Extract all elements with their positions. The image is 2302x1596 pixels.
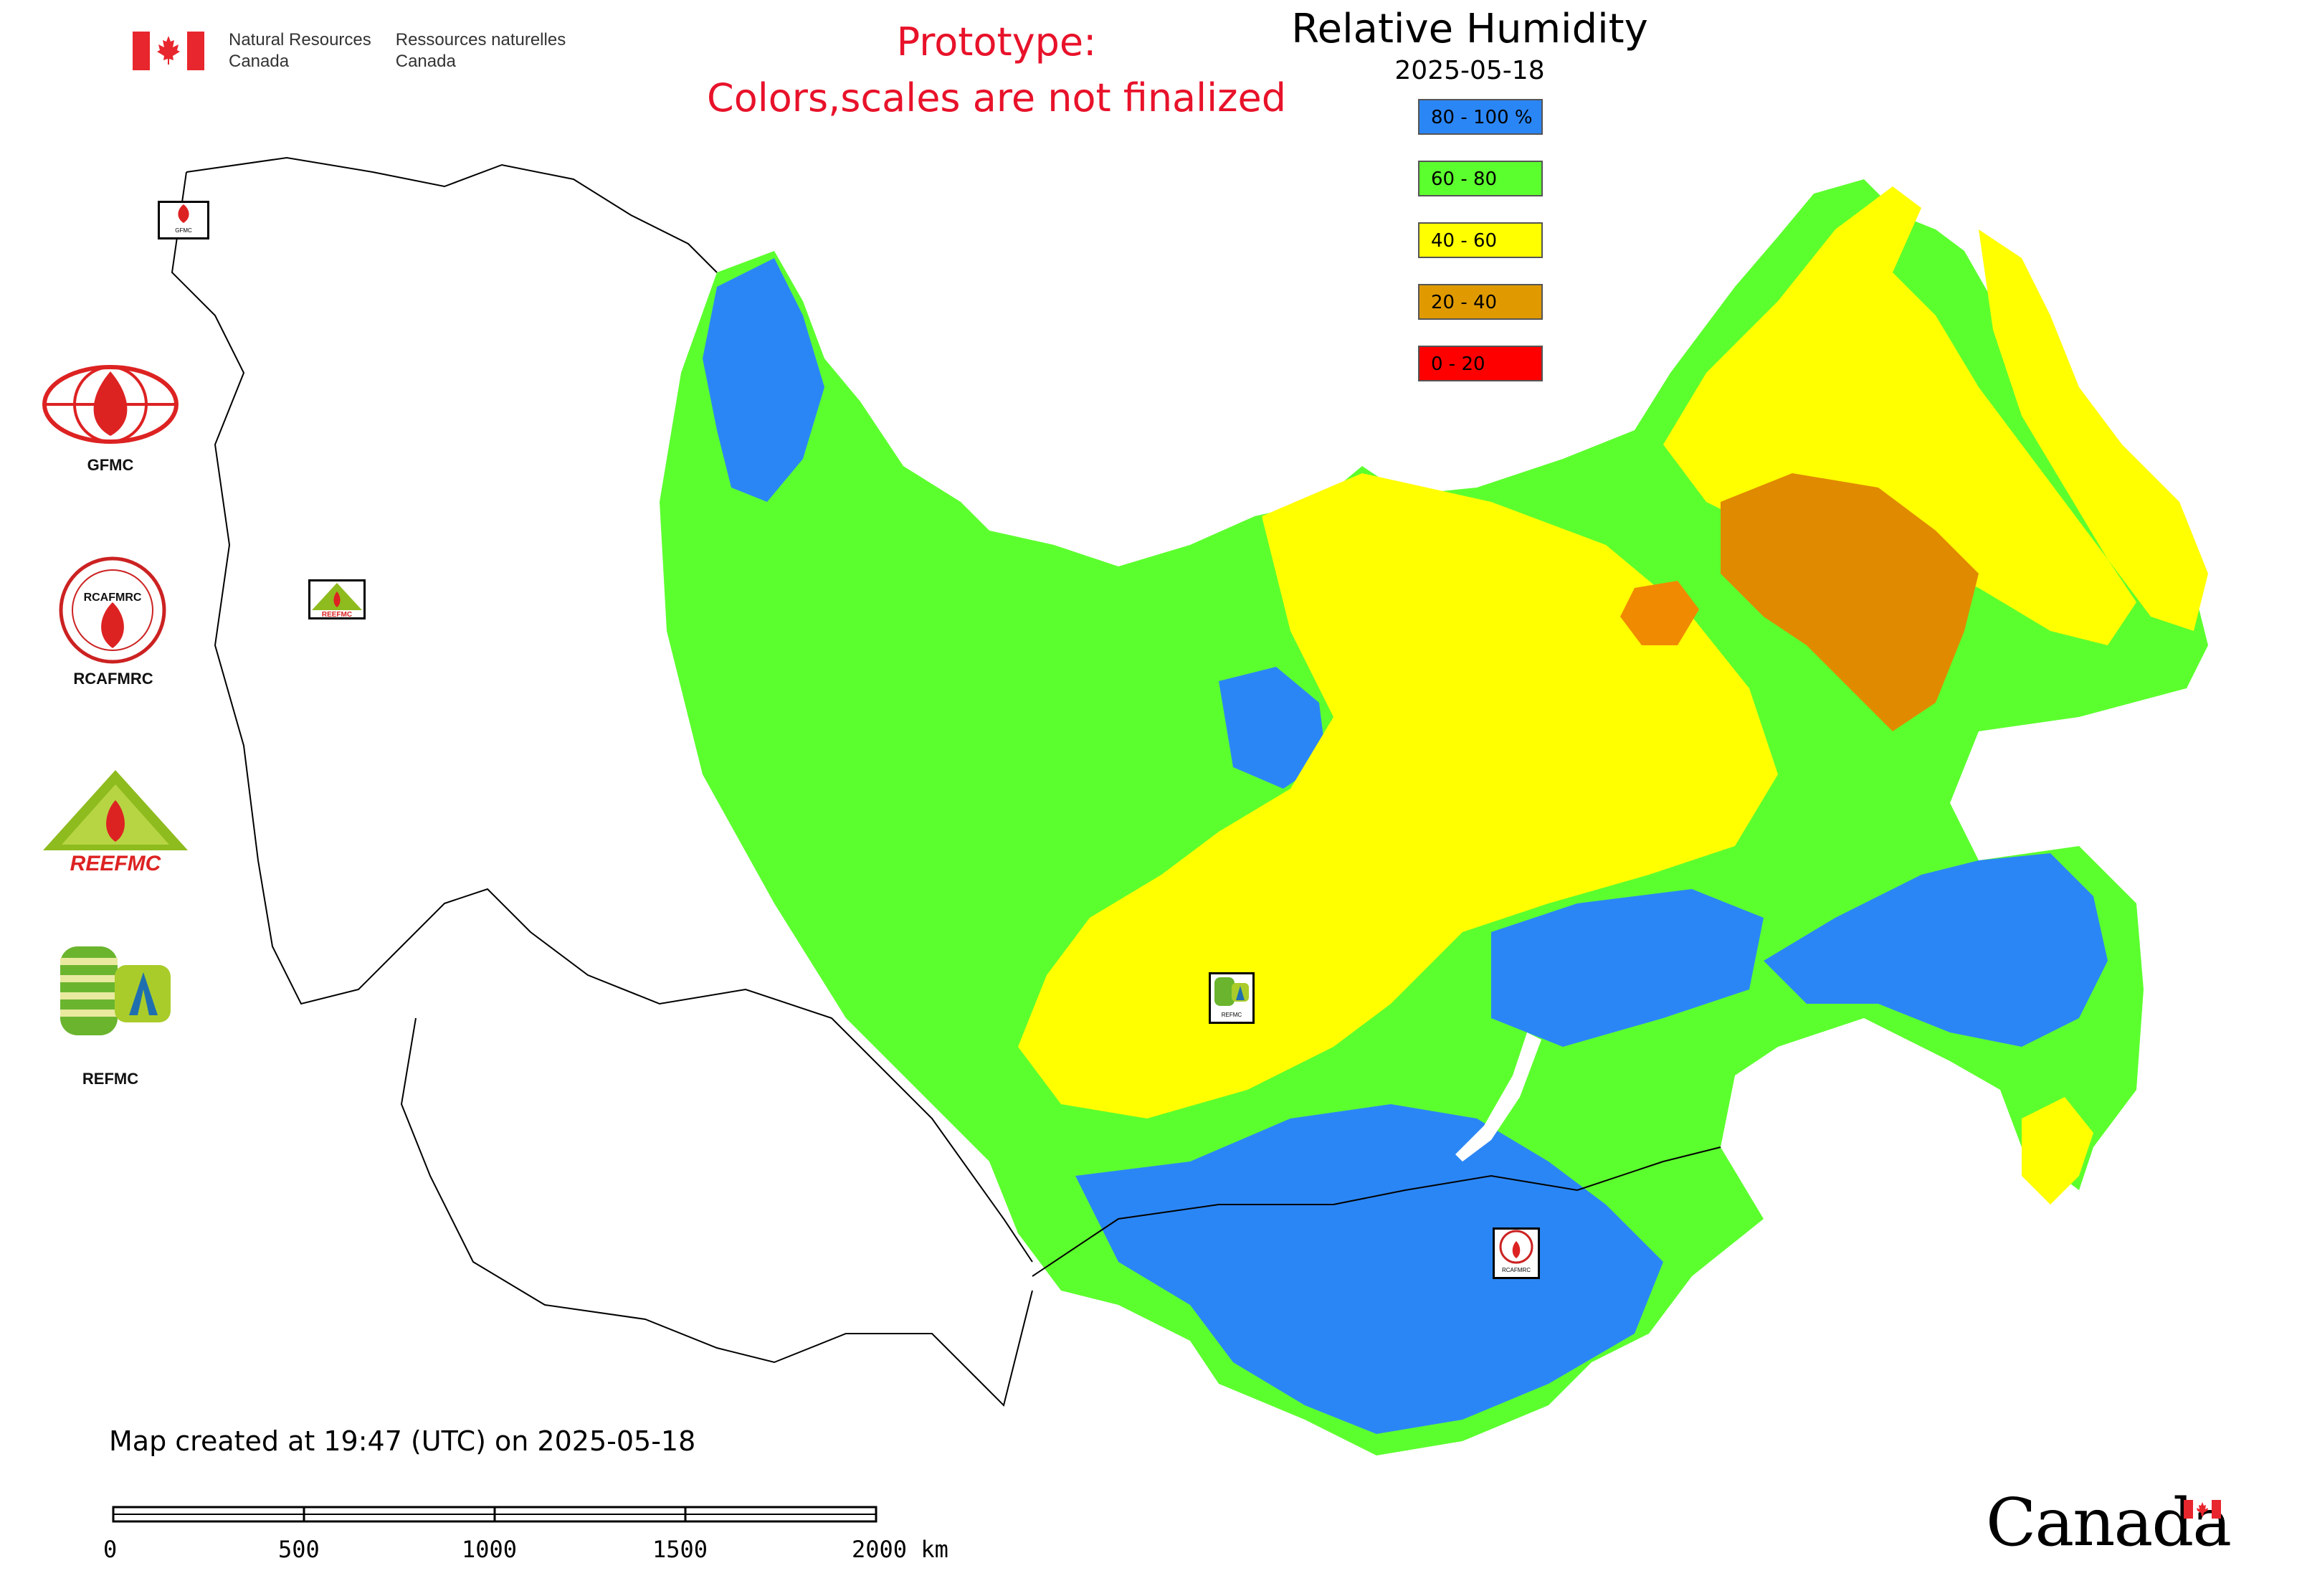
marker-reefmc[interactable]: REEFMC <box>308 579 366 619</box>
legend-item-60-80: 60 - 80 <box>1418 161 1543 196</box>
nrcan-signature: Natural Resources Canada Ressources natu… <box>133 26 566 76</box>
canada-wordmark: Canada <box>1986 1484 2232 1561</box>
marker-reefmc-icon: REEFMC <box>312 583 362 619</box>
scale-label-1500: 1500 <box>652 1536 708 1563</box>
sigma-leaf-icon <box>60 946 171 1035</box>
flame-triangle-icon: REEFMC <box>43 770 188 875</box>
legend-item-80-100: 80 - 100 % <box>1418 99 1543 135</box>
reefmc-logo: REEFMC <box>40 767 191 875</box>
prototype-line2: Colors,scales are not finalized <box>707 75 1286 120</box>
region-yellow-kamchatka <box>1979 229 2208 631</box>
map-title: Relative Humidity <box>1291 6 1648 52</box>
legend-item-0-20: 0 - 20 <box>1418 346 1543 381</box>
marker-refmc-label: REFMC <box>1221 1012 1242 1018</box>
region-yellow-center <box>1018 473 1778 1118</box>
region-blue-central <box>1219 667 1326 789</box>
flame-globe-icon <box>42 365 179 444</box>
marker-gfmc[interactable]: GFMC <box>158 201 209 239</box>
rcafmrc-logo: RCAFMRC <box>59 556 166 664</box>
lake-baikal <box>1455 1032 1541 1162</box>
legend-item-40-60: 40 - 60 <box>1418 222 1543 258</box>
agency-name-fr-line1: Ressources naturelles <box>395 30 566 49</box>
marker-reefmc-label: REEFMC <box>322 611 352 617</box>
marker-gfmc-icon <box>178 204 189 223</box>
agency-name-en-line2: Canada <box>229 52 290 71</box>
region-orange-spot <box>1620 581 1699 645</box>
agency-name-en-line1: Natural Resources <box>229 30 371 49</box>
map-created-text: Map created at 19:47 (UTC) on 2025-05-18 <box>109 1425 696 1457</box>
legend-item-20-40: 20 - 40 <box>1418 284 1543 320</box>
prototype-notice: Prototype: Colors,scales are not finaliz… <box>602 14 1391 126</box>
refmc-label: REFMC <box>82 1070 139 1088</box>
prototype-line1: Prototype: <box>896 19 1097 65</box>
scale-label-2000: 2000 km <box>852 1536 948 1563</box>
refmc-logo <box>60 946 172 1035</box>
region-blue-east <box>1764 853 2108 1047</box>
agency-name-fr-line2: Canada <box>395 52 456 71</box>
scale-label-1000: 1000 <box>462 1536 518 1563</box>
marker-rcafmrc[interactable]: RCAFMRC <box>1493 1227 1540 1279</box>
flame-seal-icon: RCAFMRC <box>59 556 166 664</box>
marker-refmc[interactable]: REFMC <box>1209 972 1255 1024</box>
country-boundaries <box>171 156 1033 1407</box>
canada-flag-icon <box>133 32 204 70</box>
scale-bar <box>112 1506 877 1523</box>
region-blue-mid <box>1491 889 1764 1047</box>
region-orange-east <box>1721 473 1979 731</box>
south-border <box>1032 1146 1721 1277</box>
region-blue-west <box>703 258 824 502</box>
reefmc-wordmark: REEFMC <box>70 852 162 873</box>
rcafmrc-label: RCAFMRC <box>73 670 153 688</box>
marker-gfmc-label: GFMC <box>175 227 192 234</box>
rcafmrc-seal-text: RCAFMRC <box>84 592 142 604</box>
region-blue-south <box>1075 1104 1663 1434</box>
gfmc-logo <box>42 364 179 445</box>
map-date: 2025-05-18 <box>1394 56 1545 85</box>
marker-refmc-icon <box>1214 977 1249 1006</box>
canada-wordmark-flag-icon <box>2184 1500 2221 1519</box>
scale-label-500: 500 <box>278 1536 320 1563</box>
scale-label-0: 0 <box>103 1536 118 1563</box>
marker-rcafmrc-icon <box>1499 1230 1533 1264</box>
gfmc-label: GFMC <box>87 456 134 474</box>
marker-rcafmrc-label: RCAFMRC <box>1502 1267 1531 1273</box>
region-yellow-sakhalin <box>2022 1097 2093 1205</box>
